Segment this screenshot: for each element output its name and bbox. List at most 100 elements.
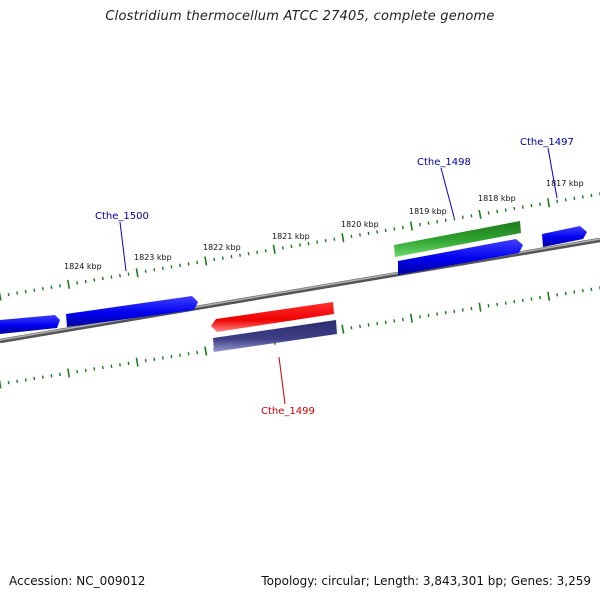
lower-scale-major-tick <box>478 302 482 312</box>
upper-scale-minor-tick <box>93 278 96 282</box>
lower-scale-minor-tick <box>590 287 593 292</box>
gene-bar-cthe-1499-purple[interactable] <box>213 320 337 352</box>
lower-scale-minor-tick <box>513 299 516 304</box>
map-title: Clostridium thermocellum ATCC 27405, com… <box>105 9 495 24</box>
upper-scale-major-tick <box>409 221 413 231</box>
genome-backbone <box>0 237 600 344</box>
leader-line-cthe-1497 <box>547 147 558 199</box>
upper-scale-minor-tick <box>256 250 259 255</box>
gene-arrow-left-edge[interactable] <box>0 315 60 334</box>
upper-scale-minor-tick <box>153 268 156 272</box>
leader-line-cthe-1499 <box>278 356 286 405</box>
upper-scale-minor-tick <box>590 193 593 198</box>
upper-scale-minor-tick <box>564 198 567 202</box>
lower-scale-major-tick <box>0 379 2 389</box>
lower-scale-minor-tick <box>487 304 490 308</box>
upper-scale-minor-tick <box>179 263 181 268</box>
gene-label-cthe-1499[interactable]: Cthe_1499 <box>261 406 315 417</box>
lower-scale-minor-tick <box>153 357 156 362</box>
upper-scale-minor-tick <box>581 195 584 199</box>
upper-scale-minor-tick <box>196 260 199 265</box>
lower-scale-minor-tick <box>16 379 19 383</box>
lower-scale-minor-tick <box>127 361 130 366</box>
upper-scale-minor-tick <box>470 214 473 218</box>
upper-scale-minor-tick <box>101 276 104 281</box>
lower-scale-minor-tick <box>461 308 464 312</box>
upper-scale-minor-tick <box>59 284 61 288</box>
lower-scale-minor-tick <box>119 363 121 367</box>
upper-scale-minor-tick <box>41 286 44 291</box>
upper-scale-minor-tick <box>33 288 36 292</box>
lower-scale-minor-tick <box>101 365 104 370</box>
lower-scale-minor-tick <box>556 293 559 297</box>
scale-label-1817: 1817 kbp <box>546 179 584 188</box>
upper-scale-minor-tick <box>247 252 250 256</box>
scale-label-1818: 1818 kbp <box>478 194 516 203</box>
lower-scale-minor-tick <box>453 309 456 314</box>
scale-label-1824: 1824 kbp <box>64 262 102 271</box>
scale-label-1820: 1820 kbp <box>341 220 379 229</box>
lower-scale-minor-tick <box>41 375 44 379</box>
lower-scale-minor-tick <box>539 295 541 300</box>
gene-bar-cthe-1498-green[interactable] <box>394 221 521 257</box>
lower-scale-minor-tick <box>436 312 439 316</box>
upper-scale-minor-tick <box>539 202 541 206</box>
lower-scale-minor-tick <box>470 306 473 311</box>
upper-scale-minor-tick <box>24 289 27 294</box>
lower-scale-minor-tick <box>161 356 164 360</box>
gene-label-cthe-1497[interactable]: Cthe_1497 <box>520 137 574 148</box>
scale-label-1822: 1822 kbp <box>203 243 241 252</box>
lower-scale-minor-tick <box>444 310 447 315</box>
upper-scale-minor-tick <box>419 222 421 227</box>
upper-scale-minor-tick <box>264 249 267 253</box>
lower-scale-minor-tick <box>384 320 387 325</box>
lower-scale-minor-tick <box>33 376 36 381</box>
upper-scale-minor-tick <box>324 238 327 243</box>
upper-scale-minor-tick <box>393 227 396 231</box>
gene-arrow-cthe-1500[interactable] <box>66 296 198 327</box>
gene-label-cthe-1500[interactable]: Cthe_1500 <box>95 211 149 222</box>
upper-scale-major-tick <box>0 291 2 301</box>
lower-scale-minor-tick <box>170 354 173 359</box>
upper-scale-minor-tick <box>487 211 490 215</box>
upper-scale-minor-tick <box>239 253 241 257</box>
upper-scale-major-tick <box>204 256 208 266</box>
upper-scale-major-tick <box>67 279 71 289</box>
upper-scale-minor-tick <box>299 243 301 247</box>
lower-scale-minor-tick <box>504 301 507 305</box>
upper-scale-minor-tick <box>230 254 233 259</box>
leader-line-cthe-1500 <box>119 221 127 272</box>
upper-scale-minor-tick <box>221 256 224 260</box>
gene-label-cthe-1498[interactable]: Cthe_1498 <box>417 157 471 168</box>
upper-scale-minor-tick <box>127 272 130 276</box>
upper-scale-minor-tick <box>281 246 284 250</box>
upper-scale-minor-tick <box>119 273 121 278</box>
upper-scale-minor-tick <box>521 205 524 209</box>
lower-scale-minor-tick <box>573 290 576 294</box>
upper-scale-minor-tick <box>359 233 361 237</box>
lower-scale-minor-tick <box>359 324 361 329</box>
lower-scale-minor-tick <box>7 380 10 385</box>
upper-scale-minor-tick <box>556 199 559 204</box>
lower-scale-major-tick <box>341 324 345 334</box>
upper-scale-minor-tick <box>84 279 87 284</box>
upper-scale-minor-tick <box>461 215 464 220</box>
lower-scale-minor-tick <box>59 372 61 377</box>
lower-scale-minor-tick <box>196 350 199 355</box>
gene-arrow-cthe-1497[interactable] <box>542 226 587 247</box>
gene-arrow-cthe-1498[interactable] <box>398 239 523 275</box>
lower-scale-major-tick <box>204 346 208 356</box>
lower-scale-minor-tick <box>376 321 379 326</box>
lower-scale-major-tick <box>67 368 71 378</box>
upper-scale-minor-tick <box>307 241 310 246</box>
upper-scale-major-tick <box>547 198 551 208</box>
lower-scale-minor-tick <box>496 302 499 307</box>
gene-arrow-cthe-1499[interactable] <box>211 302 334 332</box>
upper-scale-minor-tick <box>436 219 439 224</box>
upper-scale-minor-tick <box>513 206 516 211</box>
upper-scale-minor-tick <box>367 231 370 236</box>
lower-scale-minor-tick <box>581 289 584 293</box>
lower-scale-major-tick <box>135 357 139 367</box>
upper-scale-minor-tick <box>453 217 456 221</box>
lower-scale-minor-tick <box>144 358 147 363</box>
